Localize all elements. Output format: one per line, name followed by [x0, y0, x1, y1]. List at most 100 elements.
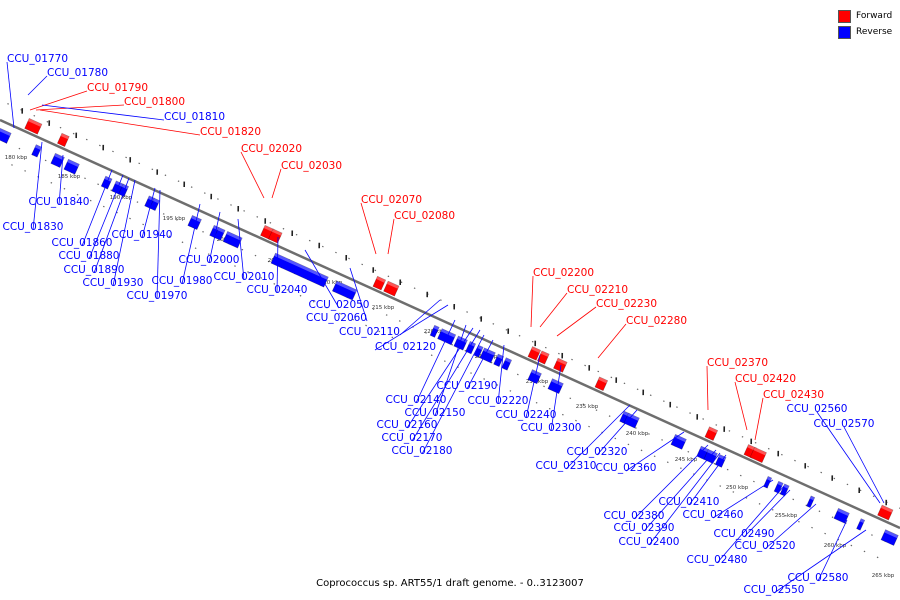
reverse-gene[interactable]	[773, 480, 784, 494]
forward-gene[interactable]	[56, 132, 70, 147]
reverse-gene-highlight	[54, 153, 65, 161]
reverse-gene[interactable]	[331, 280, 358, 301]
legend-label-forward: Forward	[856, 11, 893, 21]
forward-gene[interactable]	[268, 228, 283, 244]
gene-label: CCU_02080	[394, 210, 455, 222]
leader-line	[550, 364, 562, 432]
reverse-gene-body	[806, 495, 816, 508]
gene-label: CCU_02140	[385, 394, 446, 406]
leader-line	[374, 304, 449, 351]
scale-label: 235 kbp	[576, 404, 599, 410]
leader-line	[81, 169, 113, 247]
forward-gene-body	[56, 132, 70, 147]
forward-gene[interactable]	[372, 275, 387, 291]
forward-gene[interactable]	[527, 346, 542, 361]
reverse-gene-highlight	[457, 336, 468, 343]
gene-label: CCU_02050	[308, 299, 369, 311]
reverse-gene-body	[833, 507, 850, 524]
leader-line	[817, 519, 848, 582]
legend-item-forward[interactable]: Forward	[838, 9, 892, 23]
reverse-gene-body	[763, 476, 773, 489]
forward-gene[interactable]	[749, 446, 767, 464]
reverse-gene-highlight	[777, 481, 784, 487]
forward-gene-highlight	[708, 426, 718, 434]
reverse-gene-highlight	[884, 529, 899, 539]
leader-line	[208, 211, 221, 264]
gene-label: CCU_02310	[535, 460, 596, 472]
gene-label: CCU_02110	[339, 326, 400, 338]
forward-gene[interactable]	[553, 357, 568, 373]
reverse-gene-highlight	[440, 328, 456, 338]
reverse-gene[interactable]	[465, 340, 477, 355]
leader-line	[141, 187, 156, 239]
legend-item-reverse[interactable]: Reverse	[838, 25, 892, 39]
reverse-gene[interactable]	[880, 529, 899, 546]
gene-label: CCU_01810	[164, 111, 225, 123]
reverse-gene[interactable]	[429, 324, 440, 338]
reverse-gene[interactable]	[547, 378, 564, 395]
reverse-gene-body	[856, 518, 866, 531]
forward-gene-body	[749, 446, 767, 464]
reverse-gene[interactable]	[479, 347, 496, 364]
forward-gene[interactable]	[594, 376, 609, 392]
reverse-gene[interactable]	[453, 335, 468, 351]
reverse-gene-body	[479, 347, 496, 364]
gene-label: CCU_02180	[391, 445, 452, 457]
forward-gene[interactable]	[704, 426, 719, 441]
forward-gene-body	[877, 504, 894, 521]
gene-label: CCU_02280	[626, 315, 687, 327]
forward-gene-highlight	[540, 350, 550, 357]
reverse-gene-highlight	[0, 126, 12, 137]
gene-label: CCU_02430	[763, 389, 824, 401]
gene-label: CCU_02120	[375, 341, 436, 353]
leader-line	[688, 454, 727, 506]
reverse-gene[interactable]	[806, 495, 816, 508]
gene-label: CCU_01780	[47, 67, 108, 79]
reverse-gene[interactable]	[50, 152, 65, 168]
leader-line	[434, 324, 467, 417]
leader-line	[304, 249, 340, 309]
reverse-gene[interactable]	[856, 518, 866, 531]
leader-line	[716, 485, 785, 564]
forward-gene-body	[553, 357, 568, 373]
scale-label: 185 kbp	[58, 174, 81, 180]
leader-line	[596, 409, 638, 456]
reverse-gene[interactable]	[31, 144, 43, 158]
reverse-gene[interactable]	[0, 126, 12, 144]
reverse-gene[interactable]	[501, 357, 513, 371]
reverse-gene[interactable]	[149, 197, 161, 212]
leader-line	[399, 299, 441, 336]
leader-line	[843, 426, 885, 504]
leader-line	[764, 503, 817, 550]
reverse-gene[interactable]	[670, 434, 687, 450]
leader-line	[39, 109, 201, 136]
reverse-gene[interactable]	[63, 158, 80, 175]
gene-label: CCU_02160	[376, 419, 437, 431]
leader-line	[625, 431, 685, 472]
leader-line	[530, 275, 534, 328]
forward-gene-highlight	[376, 276, 386, 283]
reverse-gene-highlight	[147, 195, 155, 202]
gene-label: CCU_02190	[436, 380, 497, 392]
gene-label: CCU_02320	[566, 446, 627, 458]
reverse-gene[interactable]	[779, 483, 790, 497]
leader-line	[706, 365, 709, 411]
reverse-gene[interactable]	[763, 476, 773, 489]
gene-label: CCU_01840	[28, 196, 89, 208]
forward-gene[interactable]	[383, 280, 400, 297]
forward-gene[interactable]	[877, 504, 894, 521]
reverse-gene-highlight	[121, 184, 129, 190]
forward-gene[interactable]	[24, 118, 43, 135]
leader-line	[6, 61, 15, 129]
reverse-gene[interactable]	[833, 507, 850, 524]
reverse-gene[interactable]	[213, 226, 226, 241]
gene-label: CCU_02030	[281, 160, 342, 172]
reverse-gene[interactable]	[270, 252, 329, 288]
reverse-gene[interactable]	[222, 231, 243, 249]
forward-gene-body	[372, 275, 387, 291]
forward-gene-body	[383, 280, 400, 297]
reverse-gene[interactable]	[623, 412, 640, 429]
reverse-gene[interactable]	[493, 353, 505, 367]
reverse-gene-highlight	[433, 325, 440, 331]
